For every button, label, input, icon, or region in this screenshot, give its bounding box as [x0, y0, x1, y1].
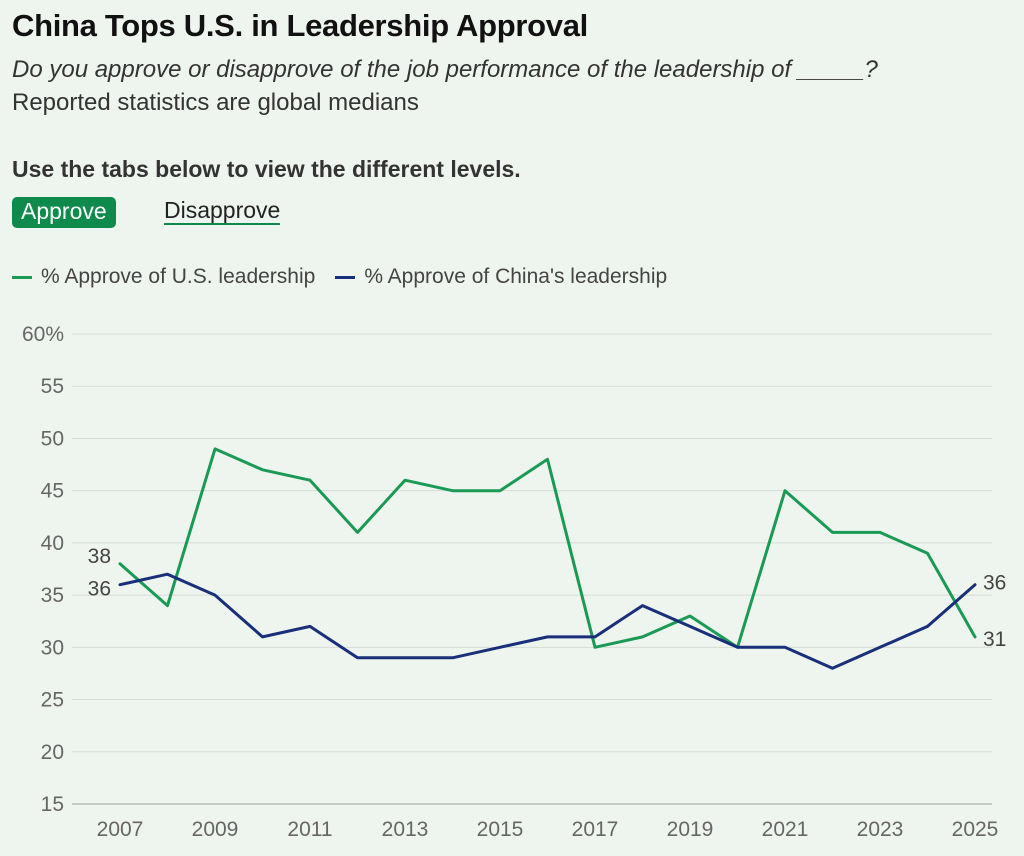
legend-item-china: % Approve of China's leadership [335, 265, 667, 289]
data-label-end-china: 36 [983, 572, 1006, 595]
legend-item-us: % Approve of U.S. leadership [12, 265, 315, 289]
chart-subtitle: Do you approve or disapprove of the job … [12, 56, 878, 83]
y-tick-label-20: 20 [41, 741, 64, 764]
x-tick-label-2009: 2009 [192, 818, 239, 841]
legend-swatch-us [12, 275, 32, 279]
legend-label-china: % Approve of China's leadership [364, 265, 668, 288]
x-tick-label-2015: 2015 [477, 818, 524, 841]
x-tick-label-2017: 2017 [572, 818, 619, 841]
legend-label-us: % Approve of U.S. leadership [41, 265, 316, 288]
tab-approve[interactable]: Approve [12, 197, 116, 228]
x-tick-label-2013: 2013 [382, 818, 429, 841]
data-label-start-us: 38 [88, 545, 111, 568]
data-label-end-us: 31 [983, 628, 1006, 651]
y-tick-label-15: 15 [41, 793, 64, 816]
chart-legend: % Approve of U.S. leadership % Approve o… [12, 265, 687, 289]
x-tick-label-2011: 2011 [287, 818, 332, 841]
x-tick-label-2023: 2023 [857, 818, 904, 841]
data-label-start-china: 36 [88, 578, 111, 601]
y-tick-label-45: 45 [41, 480, 64, 503]
series-line-us [118, 447, 977, 649]
x-tick-label-2019: 2019 [667, 818, 714, 841]
y-tick-label-50: 50 [41, 427, 64, 450]
tab-disapprove[interactable]: Disapprove [164, 197, 281, 226]
x-tick-label-2025: 2025 [952, 818, 999, 841]
tabs-instruction: Use the tabs below to view the different… [12, 156, 521, 182]
y-tick-label-40: 40 [41, 532, 64, 555]
y-tick-label-25: 25 [41, 689, 64, 712]
y-tick-label-35: 35 [41, 584, 64, 607]
legend-swatch-china [335, 275, 356, 279]
x-tick-label-2007: 2007 [97, 818, 144, 841]
x-tick-label-2021: 2021 [762, 818, 809, 841]
y-tick-label-30: 30 [41, 636, 64, 659]
y-tick-label-60: 60% [22, 323, 64, 346]
y-tick-label-55: 55 [41, 375, 64, 398]
chart-note: Reported statistics are global medians [12, 89, 419, 116]
series-line-china [118, 572, 977, 670]
page-title: China Tops U.S. in Leadership Approval [12, 8, 588, 43]
